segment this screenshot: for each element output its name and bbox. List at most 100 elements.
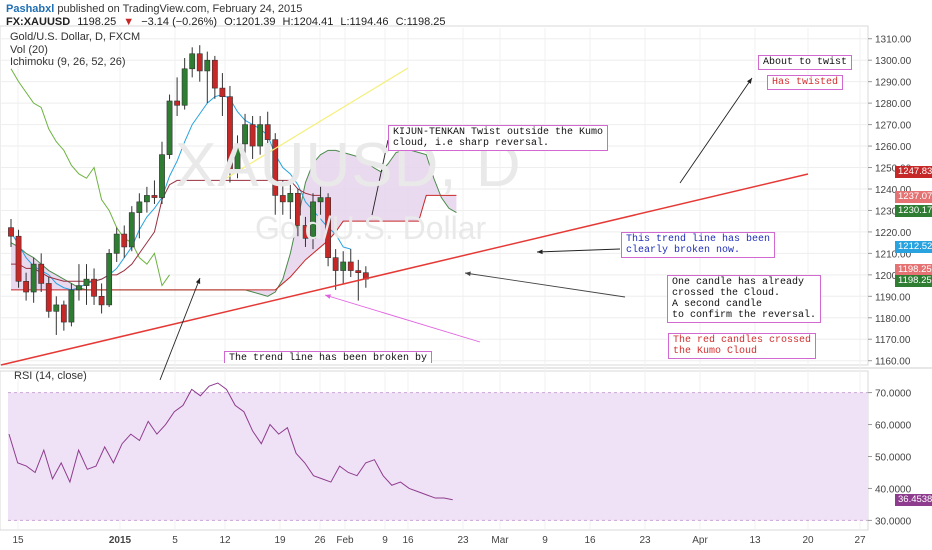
time-tick-label: 9: [382, 535, 388, 546]
candle-body: [174, 100, 180, 106]
chikou-span: [10, 68, 170, 287]
candle-body: [264, 124, 271, 140]
candle-body: [227, 96, 233, 170]
arrow-kijun-tenkan: [371, 139, 389, 216]
senkou-span-b: [11, 194, 457, 291]
note-kijun-tenkan: KIJUN-TENKAN Twist outside the Kumo clou…: [388, 125, 609, 151]
candle-body: [144, 195, 150, 203]
candle-body: [196, 53, 203, 72]
candle-body: [257, 124, 264, 147]
kumo-cloud-fill: [11, 150, 457, 297]
candle-body: [15, 235, 22, 282]
arrow-trend-line-broken-by-head: [195, 278, 201, 284]
candle-body: [355, 270, 362, 274]
time-tick-label: 2015: [109, 535, 132, 546]
arrow-trend-line-broken-by: [159, 277, 201, 381]
price-tick-label: 1250.00: [875, 164, 912, 175]
arrow-one-candle: [464, 272, 626, 298]
candle-body: [181, 68, 188, 106]
rsi-tick-label: 70.0000: [875, 389, 912, 400]
note-red-candles: The red candles crossed the Kumo Cloud: [668, 333, 817, 359]
price-tick-label: 1210.00: [875, 249, 912, 260]
rsi-band: [8, 392, 868, 521]
candle-body: [242, 124, 248, 145]
candle-body: [30, 263, 37, 293]
price-tick-label: 1280.00: [875, 99, 912, 110]
price-tick-label: 1160.00: [875, 357, 911, 368]
rsi-pane: [8, 382, 868, 521]
time-tick-label: Apr: [692, 535, 708, 546]
publish-header: Pashabxl published on TradingView.com, F…: [6, 3, 302, 15]
price-tick-label: 1300.00: [875, 56, 912, 67]
author-name[interactable]: Pashabxl: [6, 3, 55, 15]
publish-info: published on TradingView.com, February 2…: [57, 3, 303, 15]
arrow-trend-broken-head: [537, 249, 543, 255]
rsi-indicator-label[interactable]: RSI (14, close): [14, 370, 87, 382]
note-trend-broken: This trend line has been clearly broken …: [621, 232, 776, 258]
watermark-name: Gold/U.S. Dollar: [255, 210, 487, 246]
candle-body: [317, 197, 324, 203]
candle-body: [76, 285, 82, 291]
candle-body: [347, 261, 354, 271]
kijun-sen: [11, 179, 321, 282]
symbol-bar: FX:XAUUSD 1198.25 ▼ −3.14 (−0.26%) O:120…: [6, 16, 450, 28]
price-tag: 1212.52: [895, 241, 932, 253]
time-tick-label: 16: [402, 535, 414, 546]
rsi-line: [8, 382, 453, 501]
candle-body: [279, 195, 286, 203]
vol-indicator-label[interactable]: Vol (20): [10, 44, 48, 56]
candle-body: [136, 201, 143, 213]
annotation-arrows: [159, 77, 753, 381]
ichimoku-indicator-label[interactable]: Ichimoku (9, 26, 52, 26): [10, 56, 126, 68]
candle-body: [234, 143, 241, 170]
kumo-cloud: [11, 150, 457, 297]
candle-body: [310, 201, 316, 239]
price-tick-label: 1190.00: [875, 292, 911, 303]
time-tick-label: 26: [314, 535, 326, 546]
candle-body: [113, 233, 120, 254]
candle-body: [159, 154, 165, 198]
candle-body: [83, 278, 90, 286]
price-tick-label: 1290.00: [875, 78, 912, 89]
candle-body: [60, 304, 67, 323]
last-price: 1198.25: [77, 16, 117, 28]
arrow-one-candle-head: [465, 271, 471, 277]
price-tag: 1237.07: [895, 191, 932, 203]
price-tick-label: 1230.00: [875, 206, 912, 217]
time-tick-label: 20: [802, 535, 814, 546]
price-tick-label: 1180.00: [875, 314, 911, 325]
candle-body: [189, 53, 196, 70]
arrow-red-candles-head: [325, 294, 331, 299]
price-tag: 1230.17: [895, 205, 932, 217]
open-value: O:1201.39: [224, 16, 276, 28]
axes: 1160.00 1170.00 1180.00 1190.00 1200.00 1210.…: [12, 35, 911, 546]
time-tick-label: 15: [12, 535, 24, 546]
price-tick-label: 1200.00: [875, 271, 912, 282]
close-value: C:1198.25: [395, 16, 446, 28]
down-arrow-icon: ▼: [123, 16, 135, 28]
tenkan-sen: [10, 94, 351, 291]
rsi-tick-label: 60.0000: [875, 421, 912, 432]
candle-body: [8, 227, 14, 237]
main-pane-border: [0, 25, 869, 366]
low-value: L:1194.46: [340, 16, 389, 28]
candle-body: [272, 139, 279, 196]
price-tick-label: 1310.00: [875, 35, 912, 46]
candle-body: [287, 192, 294, 203]
price-tag: 1198.25: [895, 264, 932, 276]
candle-body: [38, 263, 45, 284]
time-tick-label: 23: [457, 535, 469, 546]
note-about-to-twist: About to twist: [758, 55, 853, 70]
arrow-about-to-twist-head: [746, 78, 752, 84]
arrow-about-to-twist: [679, 77, 753, 184]
candle-body: [325, 197, 331, 258]
time-tick-label: 23: [639, 535, 651, 546]
high-value: H:1204.41: [282, 16, 334, 28]
price-tag: 1247.83: [895, 166, 932, 178]
candle-body: [68, 289, 75, 323]
yellow-trend-line: [219, 67, 409, 183]
candle-body: [45, 283, 52, 312]
arrow-trend-broken: [536, 248, 621, 253]
candle-body: [332, 257, 339, 271]
candle-body: [340, 261, 347, 271]
